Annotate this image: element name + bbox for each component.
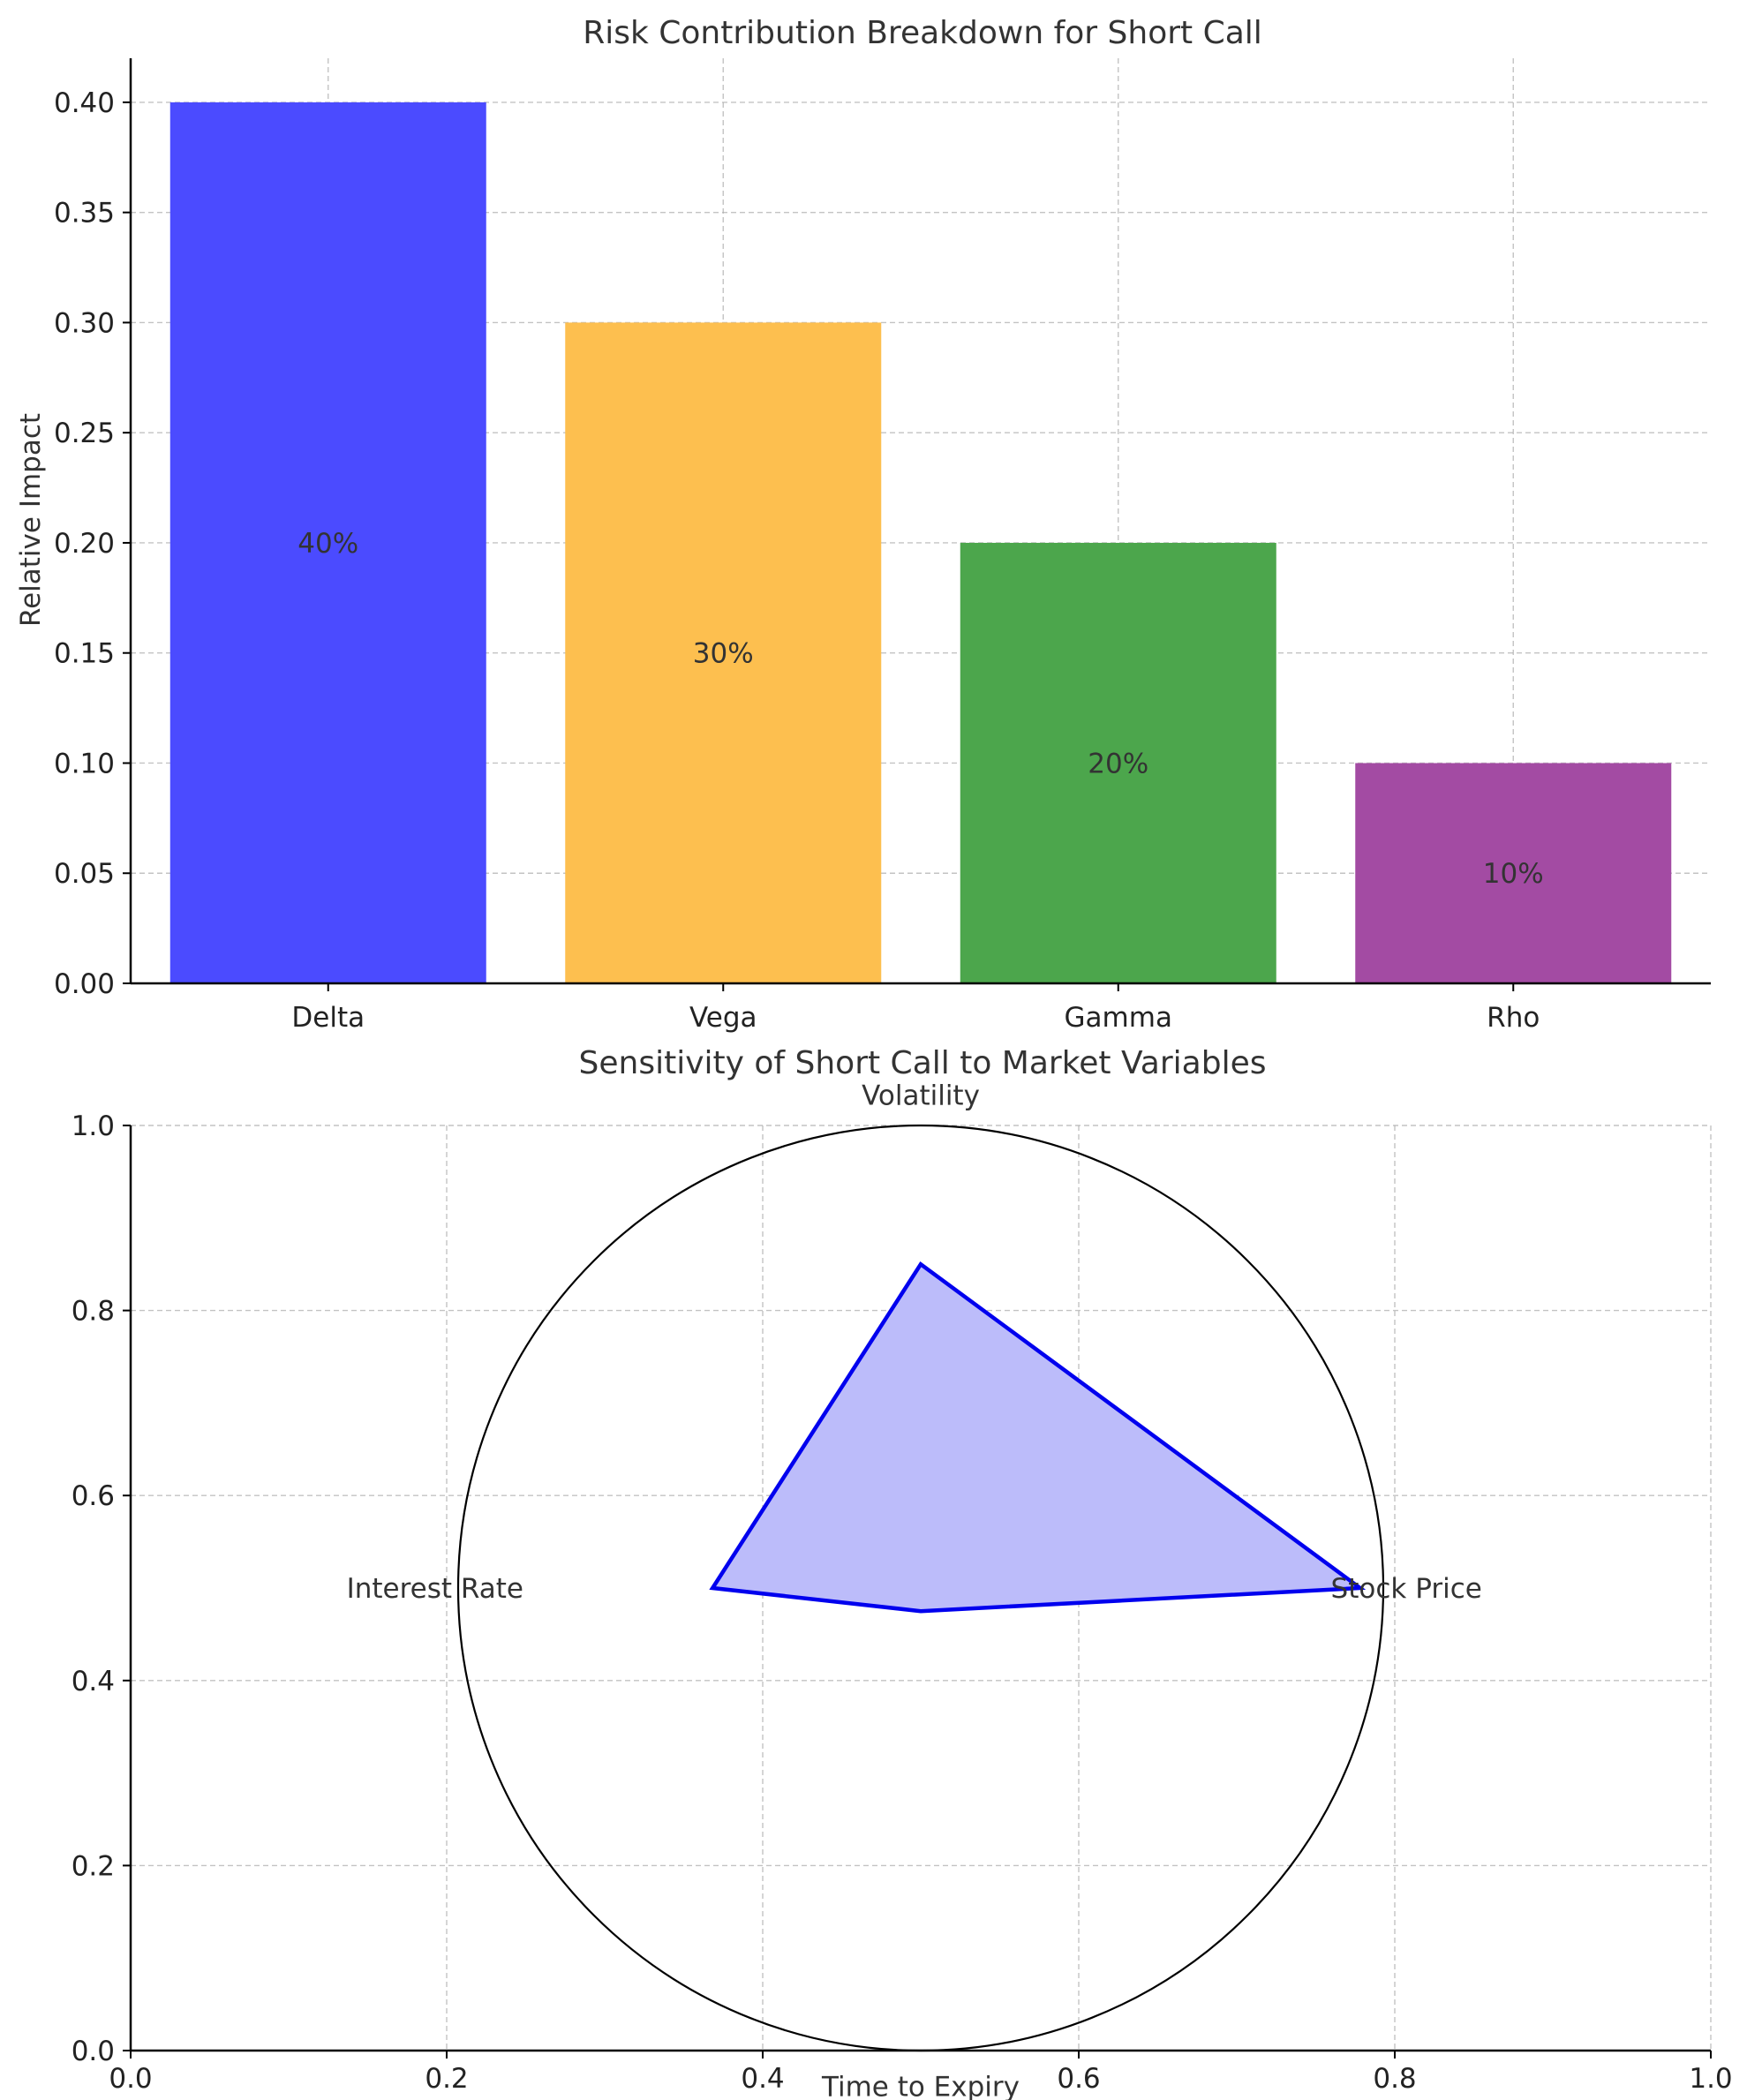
radar-y-tick-label: 1.0	[72, 1110, 115, 1142]
radar-y-tick-label: 0.6	[72, 1480, 115, 1512]
bar-vega	[565, 322, 882, 983]
bar-y-tick-label: 0.00	[54, 968, 115, 1000]
radar-ticks: 0.0 0.2 0.4 0.6 0.8 1.0 0.0 0.2 0.4 0.6 0.8 1.0	[72, 1110, 1733, 2095]
radar-category-labels: Stock Price Volatility Interest Rate Time t…	[347, 1080, 1482, 2100]
radar-category-label: Interest Rate	[347, 1573, 523, 1605]
bar-y-tick-label: 0.35	[54, 198, 115, 230]
radar-x-tick-label: 0.0	[109, 2063, 152, 2095]
bar-data-label: 10%	[1483, 858, 1544, 890]
bar-gamma	[960, 542, 1276, 983]
bar-data-label: 40%	[297, 528, 358, 560]
bar-y-tick-label: 0.25	[54, 418, 115, 449]
radar-y-tick-label: 0.4	[72, 1666, 115, 1697]
bar-x-tick-label: Rho	[1487, 1002, 1540, 1034]
bar-ticks: 0.00 0.05 0.10 0.15 0.20 0.25 0.30 0.35 0.40 Delt…	[54, 87, 1540, 1034]
radar-series	[709, 1261, 1367, 1614]
bar-delta	[169, 102, 486, 983]
bar-y-tick-label: 0.10	[54, 748, 115, 779]
bar-y-tick-label: 0.20	[54, 528, 115, 560]
bar-data-labels: 40% 30% 20% 10%	[297, 528, 1543, 890]
radar-x-tick-label: 0.6	[1057, 2063, 1100, 2095]
bar-data-label: 20%	[1088, 748, 1148, 779]
bar-y-axis-label: Relative Impact	[15, 413, 47, 627]
radar-category-label: Stock Price	[1331, 1573, 1482, 1605]
bar-series	[169, 102, 1672, 983]
bar-rho	[1355, 763, 1672, 983]
bar-data-label: 30%	[693, 638, 754, 670]
bar-chart: 0.00 0.05 0.10 0.15 0.20 0.25 0.30 0.35 0.40 Delt…	[15, 15, 1711, 1034]
radar-chart: 0.0 0.2 0.4 0.6 0.8 1.0 0.0 0.2 0.4 0.6 0.8 1.0 Sto…	[72, 1045, 1733, 2100]
radar-category-label: Time to Expiry	[821, 2071, 1020, 2100]
bar-y-tick-label: 0.05	[54, 858, 115, 890]
radar-x-tick-label: 0.8	[1373, 2063, 1416, 2095]
bar-x-tick-label: Gamma	[1065, 1002, 1172, 1034]
bar-x-tick-label: Vega	[689, 1002, 757, 1034]
bar-y-tick-label: 0.40	[54, 87, 115, 119]
bar-chart-title: Risk Contribution Breakdown for Short Ca…	[583, 15, 1262, 51]
radar-outline-circle	[456, 1124, 1385, 2052]
radar-x-tick-label: 1.0	[1689, 2063, 1732, 2095]
bar-y-tick-label: 0.30	[54, 307, 115, 339]
radar-series-polygon	[709, 1261, 1367, 1614]
bar-x-tick-label: Delta	[291, 1002, 365, 1034]
radar-y-tick-label: 0.0	[72, 2036, 115, 2067]
radar-y-tick-label: 0.8	[72, 1296, 115, 1328]
radar-x-tick-label: 0.2	[425, 2063, 468, 2095]
radar-chart-title: Sensitivity of Short Call to Market Vari…	[579, 1045, 1267, 1081]
bar-y-tick-label: 0.15	[54, 638, 115, 670]
radar-y-tick-label: 0.2	[72, 1850, 115, 1882]
radar-x-tick-label: 0.4	[741, 2063, 784, 2095]
radar-category-label: Volatility	[862, 1080, 980, 1112]
